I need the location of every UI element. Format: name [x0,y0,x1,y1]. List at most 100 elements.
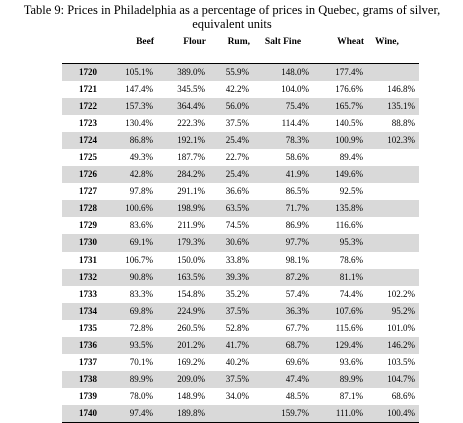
value-cell: 86.8% [107,132,157,150]
header-flour: Flour [157,35,209,64]
table-row: 1737 70.1% 169.2% 40.2% 69.6% 93.6% 103.5% [62,354,419,371]
year-cell: 1720 [62,63,107,82]
value-cell: 68.7% [253,336,313,354]
value-cell: 93.5% [107,336,157,354]
table-row: 1726 42.8% 284.2% 25.4% 41.9% 149.6% [62,166,419,184]
value-cell: 104.0% [281,84,309,95]
year-cell: 1730 [62,234,107,252]
year-cell: 1728 [62,200,107,218]
year-cell: 1738 [62,370,107,388]
table-row: 1738 89.9% 209.0% 37.5% 47.4% 89.9% 104.7% [62,370,419,388]
table-row: 1722 157.3% 364.4% 56.0% 75.4% 165.7% 135.1% [62,98,419,116]
value-cell: 260.5% [177,322,205,333]
value-cell: 148.9% [177,390,205,401]
value-cell [367,183,419,200]
value-cell: 177.4% [313,63,367,82]
header-year [62,35,107,64]
table-row: 1730 69.1% 179.3% 30.6% 97.7% 95.3% [62,234,419,252]
value-cell [367,252,419,269]
value-cell: 291.1% [177,186,205,197]
value-cell: 104.7% [367,370,419,388]
table-row: 1735 72.8% 260.5% 52.8% 67.7% 115.6% 101.0% [62,320,419,337]
value-cell: 48.5% [285,390,309,401]
value-cell: 81.1% [313,268,367,286]
value-cell: 114.4% [281,118,309,129]
table-row: 1739 78.0% 148.9% 34.0% 48.5% 87.1% 68.6% [62,388,419,405]
value-cell: 52.8% [225,322,249,333]
value-cell: 41.9% [253,166,313,184]
value-cell: 389.0% [157,63,209,82]
year-cell: 1723 [79,118,97,129]
value-cell: 111.0% [313,404,367,423]
value-cell: 157.3% [107,98,157,116]
value-cell: 100.6% [107,200,157,218]
value-cell: 179.3% [157,234,209,252]
value-cell: 106.7% [125,254,153,265]
value-cell: 71.7% [253,200,313,218]
value-cell: 69.1% [107,234,157,252]
table-row: 1720 105.1% 389.0% 55.9% 148.0% 177.4% [62,63,419,82]
table-row: 1736 93.5% 201.2% 41.7% 68.7% 129.4% 146.2% [62,336,419,354]
value-cell [367,268,419,286]
value-cell: 149.6% [313,166,367,184]
value-cell: 284.2% [157,166,209,184]
value-cell: 101.0% [387,322,415,333]
value-cell: 159.7% [253,404,313,423]
value-cell: 105.1% [107,63,157,82]
value-cell: 78.6% [339,254,363,265]
value-cell: 30.6% [209,234,253,252]
value-cell [367,63,419,82]
value-cell: 102.3% [367,132,419,150]
table-caption: Table 9: Prices in Philadelphia as a per… [23,3,441,31]
value-cell: 87.2% [253,268,313,286]
value-cell: 224.9% [157,302,209,320]
year-cell: 1735 [79,322,97,333]
value-cell: 115.6% [335,322,363,333]
year-cell: 1722 [62,98,107,116]
value-cell: 163.5% [157,268,209,286]
header-row: Beef Flour Rum, Salt Fine Wheat Wine, [62,35,419,64]
year-cell: 1734 [62,302,107,320]
value-cell: 107.6% [313,302,367,320]
value-cell: 33.8% [225,254,249,265]
value-cell: 146.8% [387,84,415,95]
year-cell: 1740 [62,404,107,423]
value-cell: 97.8% [129,186,153,197]
table-row: 1727 97.8% 291.1% 36.6% 86.5% 92.5% [62,183,419,200]
year-cell: 1732 [62,268,107,286]
value-cell: 56.0% [209,98,253,116]
value-cell: 140.5% [335,118,363,129]
value-cell [367,234,419,252]
value-cell: 58.6% [285,152,309,163]
value-cell: 176.6% [335,84,363,95]
value-cell: 150.0% [177,254,205,265]
year-cell: 1726 [62,166,107,184]
table-row: 1732 90.8% 163.5% 39.3% 87.2% 81.1% [62,268,419,286]
value-cell: 83.3% [129,288,153,299]
value-cell [367,149,419,166]
table-row: 1721 147.4% 345.5% 42.2% 104.0% 176.6% 146.8% [62,81,419,98]
value-cell: 78.0% [129,390,153,401]
value-cell [367,200,419,218]
header-rum: Rum, [209,35,253,64]
header-beef: Beef [107,35,157,64]
value-cell: 75.4% [253,98,313,116]
value-cell: 129.4% [313,336,367,354]
value-cell: 147.4% [125,84,153,95]
value-cell: 34.0% [225,390,249,401]
value-cell: 95.3% [313,234,367,252]
value-cell: 36.6% [225,186,249,197]
value-cell: 67.7% [285,322,309,333]
value-cell: 25.4% [209,132,253,150]
value-cell: 36.3% [253,302,313,320]
value-cell: 68.6% [391,390,415,401]
value-cell: 49.3% [129,152,153,163]
table-row: 1733 83.3% 154.8% 35.2% 57.4% 74.4% 102.2% [62,286,419,303]
value-cell: 63.5% [209,200,253,218]
value-cell: 95.2% [367,302,419,320]
value-cell: 201.2% [157,336,209,354]
header-salt-fine: Salt Fine [253,35,313,64]
value-cell: 154.8% [177,288,205,299]
table-body: 1720 105.1% 389.0% 55.9% 148.0% 177.4% 1721 147… [62,63,419,423]
value-cell: 47.4% [253,370,313,388]
